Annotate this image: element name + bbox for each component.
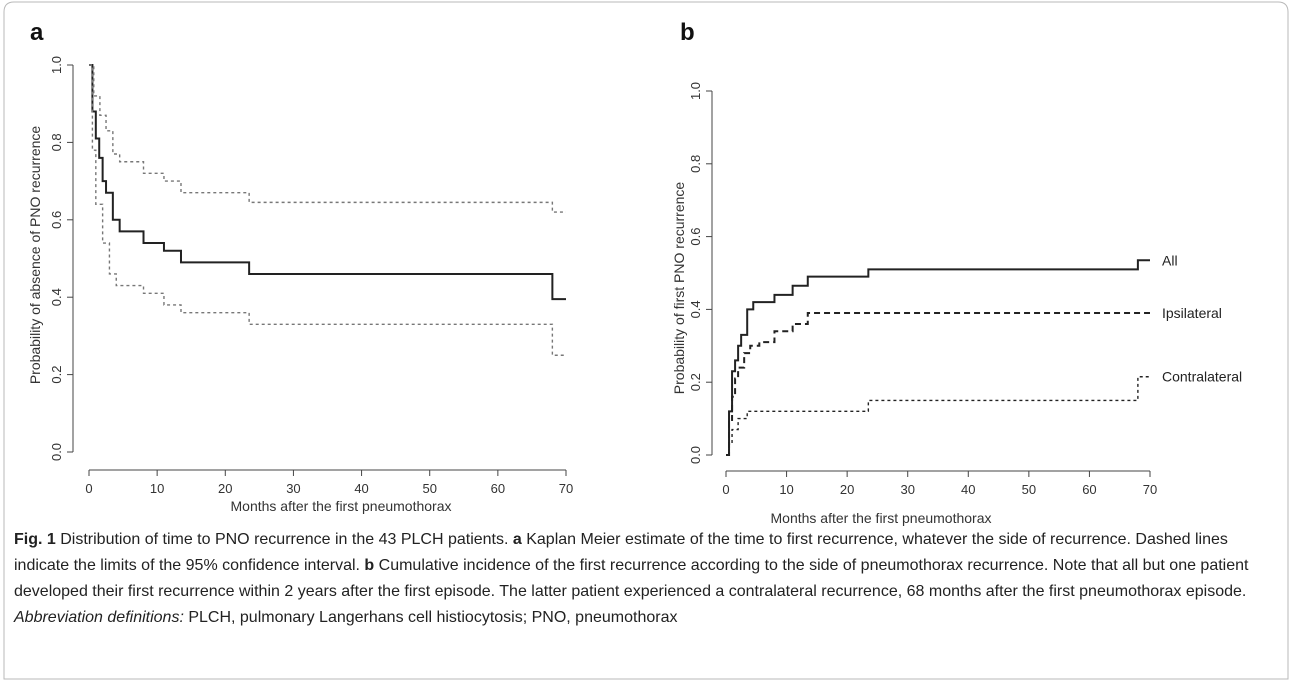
panel-a-y-tick-label: 0.2: [49, 366, 64, 384]
panel-a-series-estimate: [89, 64, 566, 301]
panel-b-y-tick-label: 0.6: [688, 228, 703, 246]
panel-a-x-tick-label: 20: [218, 481, 232, 496]
figure-border: [3, 1, 1289, 680]
panel-b-x-tick-label: 70: [1143, 482, 1157, 497]
panel-a-x-tick-label: 50: [422, 481, 436, 496]
panel-b-letter: b: [680, 19, 695, 46]
panel-b-y-tick-label: 0.8: [688, 155, 703, 173]
panel-b-series-label-all: All: [1162, 252, 1178, 268]
caption-abbreviation-text: PLCH, pulmonary Langerhans cell histiocy…: [183, 609, 678, 626]
panel-a-xlabel: Months after the first pneumothorax: [231, 498, 452, 514]
panel-a-y-tick-label: 0.4: [49, 288, 64, 306]
panel-a-y-tick-label: 0.6: [49, 211, 64, 229]
panel-b-series-label-ipsilateral: Ipsilateral: [1162, 305, 1222, 321]
caption-a-text: Kaplan Meier estimate of the time to fir…: [14, 531, 1228, 574]
panel-b-series-label-contralateral: Contralateral: [1162, 369, 1242, 385]
panel-a-x-tick-label: 10: [150, 481, 164, 496]
panel-b-x-tick-label: 30: [900, 482, 914, 497]
panel-b-x-tick-label: 0: [722, 482, 729, 497]
panel-b-plot: 0.0 0.2 0.4 0.6 0.8 1.0 0 10 20 30 40 50 60 70 All Ipsi…: [688, 82, 1242, 497]
panel-a-y-tick-label: 0.8: [49, 133, 64, 151]
panel-b-x-tick-label: 50: [1022, 482, 1036, 497]
panel-a-letter: a: [30, 19, 44, 46]
panel-b-y-tick-label: 0.4: [688, 300, 703, 318]
caption-b-text: Cumulative incidence of the first recurr…: [14, 557, 1249, 600]
panel-b-ylabel: Probability of first PNO recurrence: [671, 182, 687, 395]
caption-b-label: b: [364, 557, 375, 574]
panel-a-x-tick-label: 30: [286, 481, 300, 496]
panel-a-ylabel: Probability of absence of PNO recurrence: [27, 126, 43, 385]
panel-b-x-tick-label: 20: [840, 482, 854, 497]
caption-abbreviation-label: Abbreviation definitions:: [14, 609, 184, 626]
panel-b-y-tick-label: 1.0: [688, 82, 703, 100]
panel-a-x-tick-label: 60: [491, 481, 505, 496]
panel-b-series-all: [726, 259, 1150, 456]
caption-intro: Distribution of time to PNO recurrence i…: [55, 531, 513, 548]
panel-a-y-tick-label: 1.0: [49, 56, 64, 74]
panel-b-x-tick-label: 10: [779, 482, 793, 497]
panel-b-x-tick-label: 40: [961, 482, 975, 497]
panel-b-y-tick-label: 0.2: [688, 373, 703, 391]
figure-caption: Fig. 1 Distribution of time to PNO recur…: [14, 527, 1276, 631]
panel-a-series-ci-1: [89, 64, 566, 213]
panel-a-series-ci-2: [89, 64, 566, 356]
panel-b-y-tick-label: 0.0: [688, 446, 703, 464]
caption-figure-label: Fig. 1: [14, 531, 56, 548]
caption-a-label: a: [512, 531, 522, 548]
panel-b-series-ipsilateral: [726, 312, 1150, 456]
panel-a-plot: 0.0 0.2 0.4 0.6 0.8 1.0 0 10 20 30 40 50 60 70: [49, 56, 573, 496]
panel-a-x-tick-label: 40: [354, 481, 368, 496]
panel-b-series-contralateral: [726, 376, 1150, 456]
panel-a-y-tick-label: 0.0: [49, 443, 64, 461]
panel-b-xlabel: Months after the first pneumothorax: [771, 510, 992, 526]
panel-a-x-tick-label: 0: [85, 481, 92, 496]
panel-b-x-tick-label: 60: [1082, 482, 1096, 497]
panel-a-x-tick-label: 70: [559, 481, 573, 496]
